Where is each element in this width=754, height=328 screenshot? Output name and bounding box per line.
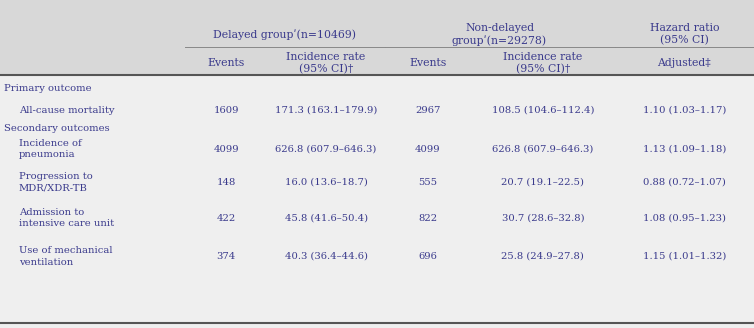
Text: 1.10 (1.03–1.17): 1.10 (1.03–1.17) [642,106,726,115]
Text: 1.15 (1.01–1.32): 1.15 (1.01–1.32) [642,252,726,261]
Text: 422: 422 [216,214,236,223]
Text: 108.5 (104.6–112.4): 108.5 (104.6–112.4) [492,106,594,115]
Text: 626.8 (607.9–646.3): 626.8 (607.9–646.3) [275,145,377,154]
Text: Incidence rate
(95% CI)†: Incidence rate (95% CI)† [287,52,366,74]
Text: Admission to
intensive care unit: Admission to intensive care unit [19,208,114,228]
Text: Progression to
MDR/XDR-TB: Progression to MDR/XDR-TB [19,172,93,193]
Text: Adjusted‡: Adjusted‡ [657,58,711,68]
Text: 4099: 4099 [415,145,440,154]
Text: Use of mechanical
ventilation: Use of mechanical ventilation [19,246,112,267]
Text: 40.3 (36.4–44.6): 40.3 (36.4–44.6) [284,252,368,261]
Text: Hazard ratio
(95% CI): Hazard ratio (95% CI) [649,23,719,46]
Text: 4099: 4099 [213,145,239,154]
Text: 374: 374 [216,252,236,261]
Text: 626.8 (607.9–646.3): 626.8 (607.9–646.3) [492,145,593,154]
Text: Primary outcome: Primary outcome [4,84,91,93]
Text: Non-delayed
groupʹ(n=29278): Non-delayed groupʹ(n=29278) [452,23,547,46]
Text: Incidence of
pneumonia: Incidence of pneumonia [19,139,81,159]
Text: Events: Events [207,58,245,68]
Text: All-cause mortality: All-cause mortality [19,106,115,115]
Text: 555: 555 [418,178,437,187]
Text: 30.7 (28.6–32.8): 30.7 (28.6–32.8) [501,214,584,223]
Text: 1609: 1609 [213,106,239,115]
Text: 148: 148 [216,178,236,187]
Text: 25.8 (24.9–27.8): 25.8 (24.9–27.8) [501,252,584,261]
Text: 20.7 (19.1–22.5): 20.7 (19.1–22.5) [501,178,584,187]
Bar [0,0,754,75]
Text: 1.08 (0.95–1.23): 1.08 (0.95–1.23) [642,214,726,223]
Text: Incidence rate
(95% CI)†: Incidence rate (95% CI)† [503,52,583,74]
Text: 45.8 (41.6–50.4): 45.8 (41.6–50.4) [284,214,368,223]
Text: 0.88 (0.72–1.07): 0.88 (0.72–1.07) [643,178,725,187]
Text: 171.3 (163.1–179.9): 171.3 (163.1–179.9) [275,106,377,115]
Text: 1.13 (1.09–1.18): 1.13 (1.09–1.18) [642,145,726,154]
Text: Delayed groupʹ(n=10469): Delayed groupʹ(n=10469) [213,29,356,40]
Text: 822: 822 [418,214,437,223]
Text: 16.0 (13.6–18.7): 16.0 (13.6–18.7) [285,178,367,187]
Text: 696: 696 [418,252,437,261]
Text: 2967: 2967 [415,106,440,115]
Text: Secondary outcomes: Secondary outcomes [4,124,109,133]
Text: Events: Events [409,58,446,68]
